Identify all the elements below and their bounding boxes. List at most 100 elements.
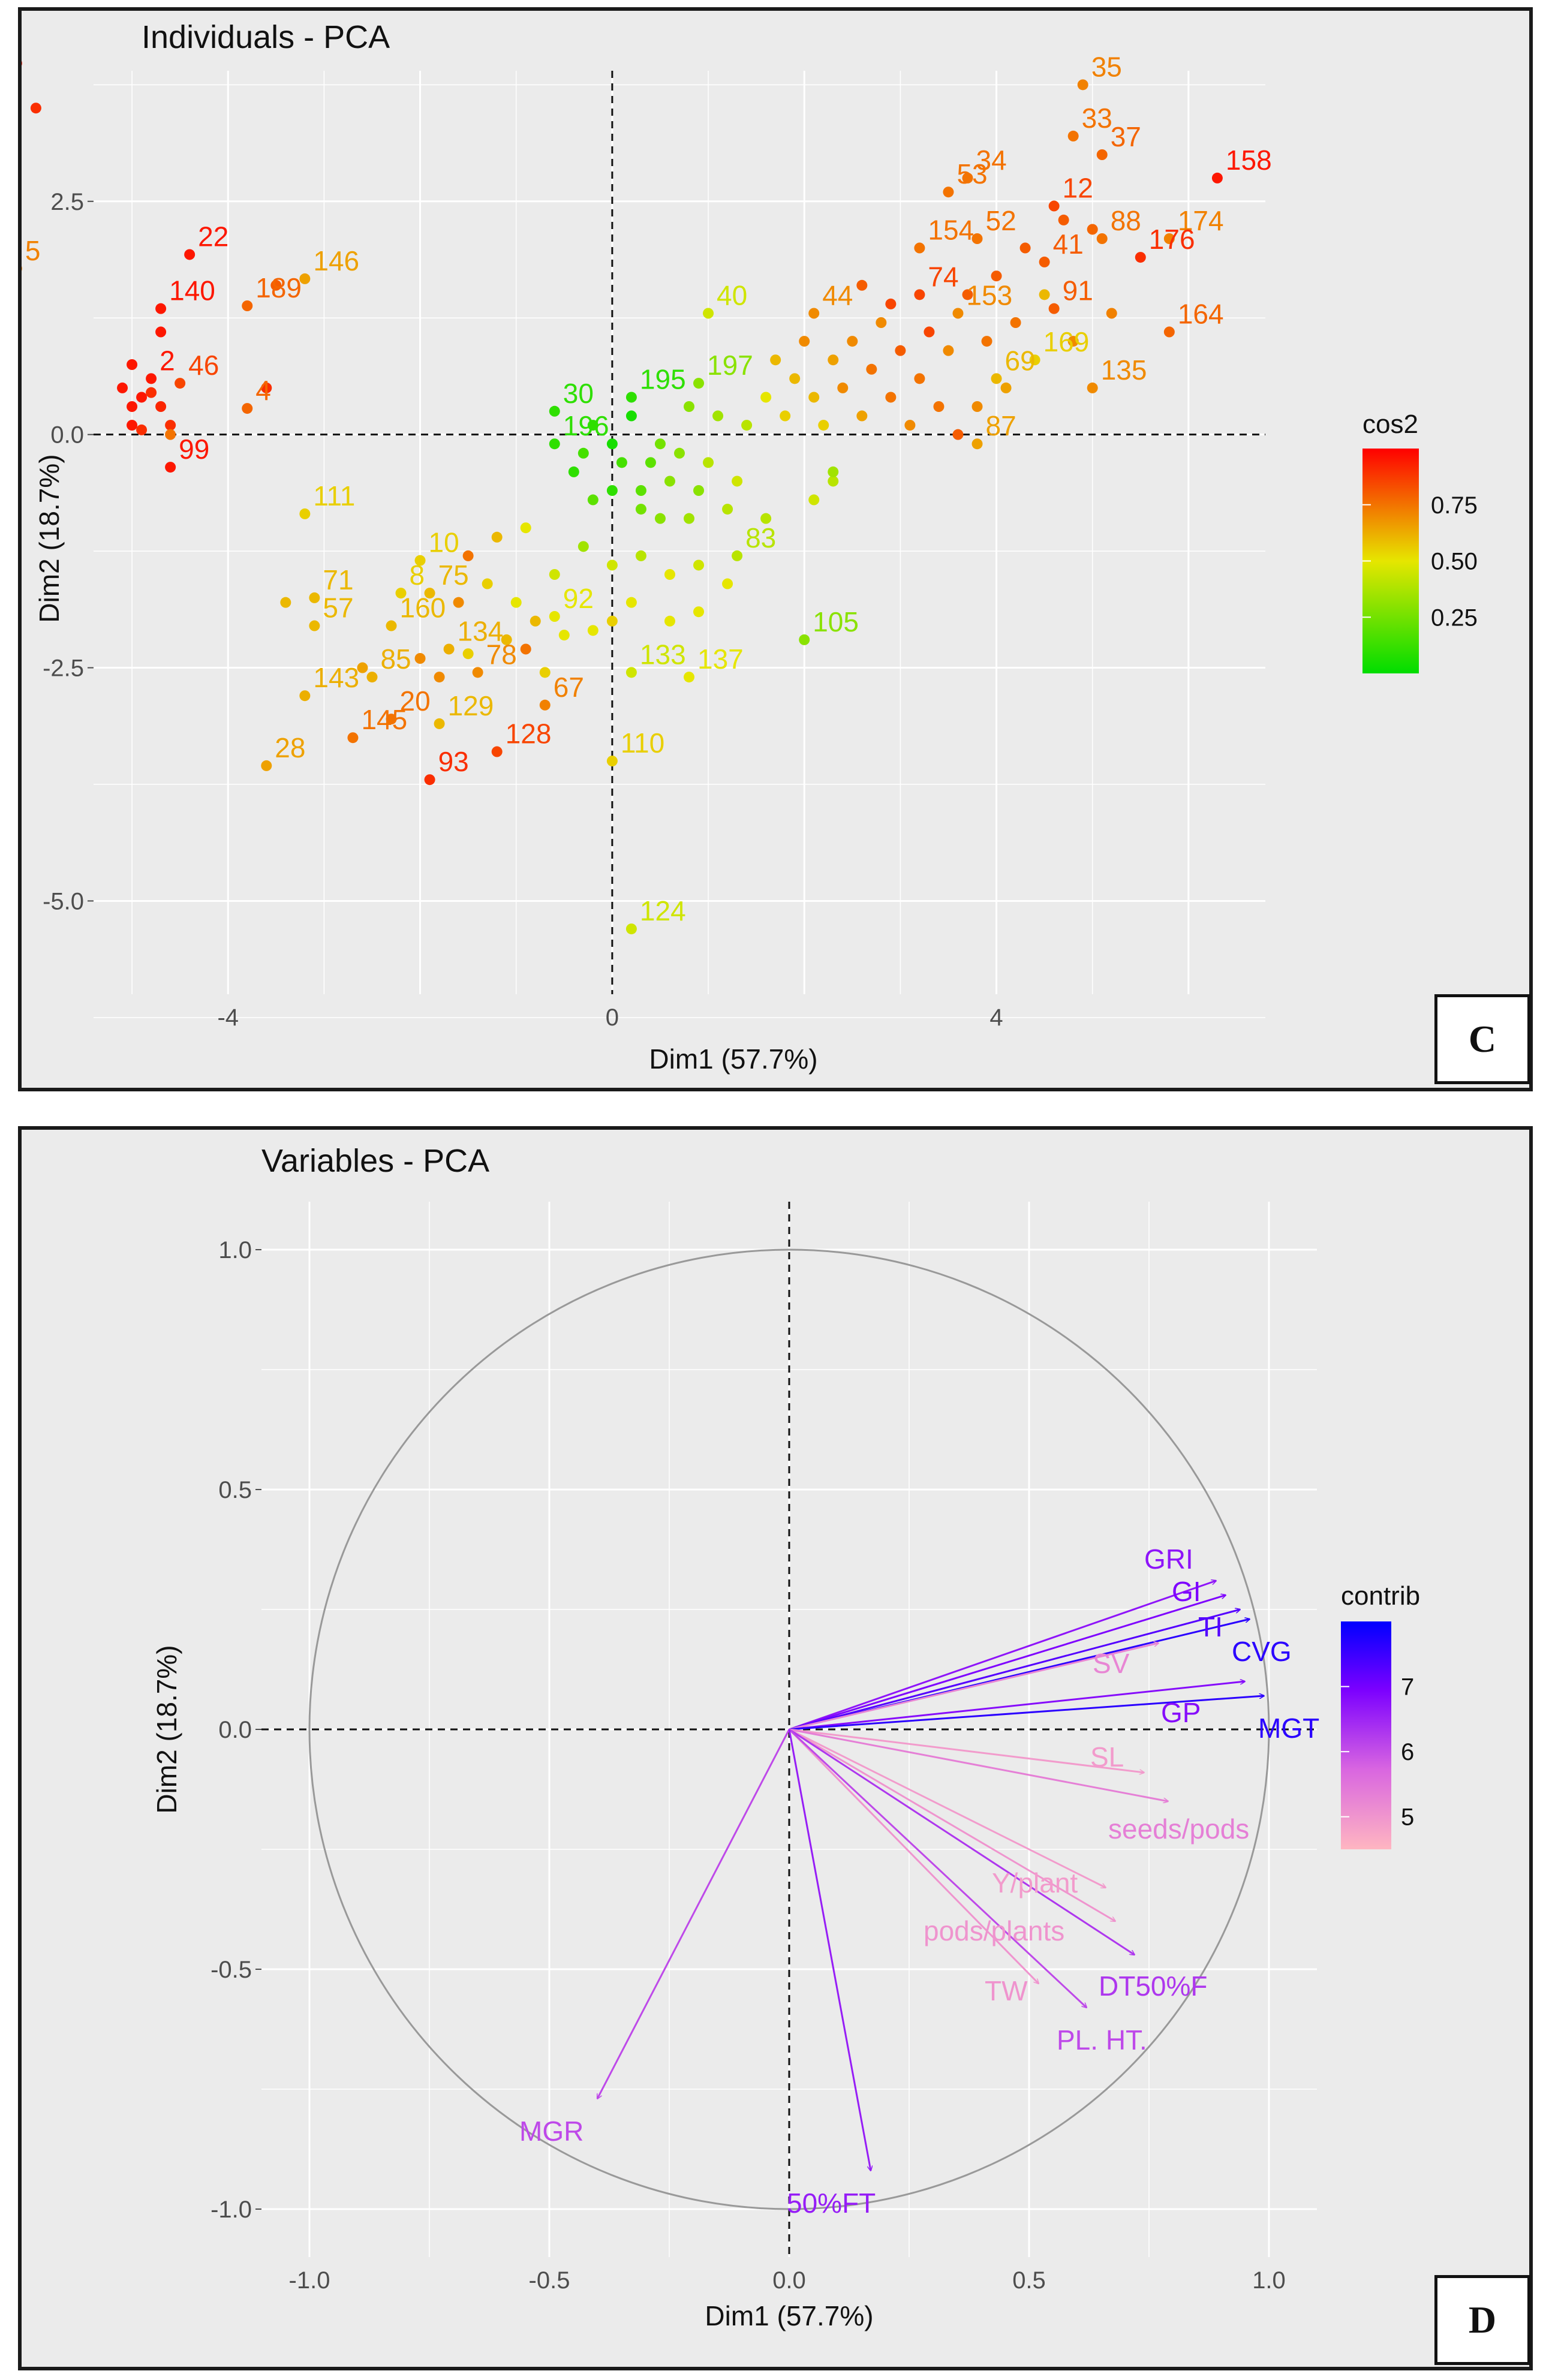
data-point — [971, 401, 983, 412]
data-point — [664, 569, 675, 580]
point-label: 197 — [707, 350, 753, 381]
point-label: 93 — [438, 746, 469, 777]
data-point — [155, 401, 167, 412]
variable-label: TW — [985, 1975, 1028, 2006]
data-point — [270, 279, 282, 291]
point-label: 71 — [323, 564, 353, 595]
x-tick-label: 0.0 — [772, 2267, 806, 2294]
point-label: 176 — [1149, 224, 1195, 255]
data-point — [760, 392, 772, 403]
data-point — [981, 336, 992, 347]
data-point — [684, 513, 695, 524]
data-point — [625, 410, 637, 422]
data-point — [914, 289, 925, 300]
data-point — [165, 429, 176, 440]
legend-tick-label: 5 — [1401, 1804, 1414, 1831]
data-point — [242, 300, 253, 311]
variable-arrow — [788, 1728, 1039, 1984]
point-label: 75 — [438, 559, 469, 591]
data-point — [606, 756, 618, 767]
point-label: 143 — [313, 662, 359, 693]
point-label: 33 — [1082, 103, 1112, 134]
variable-arrow — [789, 1581, 1216, 1731]
data-point — [175, 378, 186, 389]
data-point — [760, 513, 772, 524]
variable-arrow — [789, 1609, 1240, 1731]
data-point — [933, 401, 945, 412]
data-point — [732, 550, 743, 561]
data-point — [127, 401, 138, 412]
data-point — [1048, 200, 1060, 212]
point-label: 5 — [25, 235, 41, 266]
data-point — [587, 494, 598, 506]
point-label: 28 — [275, 732, 305, 763]
y-axis-label: Dim2 (18.7%) — [34, 454, 65, 622]
data-point — [895, 345, 906, 356]
data-point — [952, 308, 964, 319]
y-tick-label: -0.5 — [210, 1957, 252, 1983]
data-point — [1029, 354, 1040, 366]
data-point — [146, 387, 157, 398]
legend: contrib 5 6 7 — [1341, 1581, 1420, 1849]
point-label: 140 — [169, 275, 215, 306]
data-point — [1048, 303, 1060, 314]
point-label: 105 — [813, 606, 859, 637]
data-point — [654, 513, 666, 524]
data-point — [1106, 308, 1117, 319]
data-point — [741, 420, 753, 431]
point-label: 111 — [313, 480, 355, 511]
x-axis-label: Dim1 (57.7%) — [705, 2300, 873, 2331]
data-point — [299, 273, 311, 284]
point-label: 92 — [563, 583, 594, 614]
variable-label: SV — [1093, 1648, 1130, 1679]
point-label: 10 — [429, 527, 459, 558]
variable-arrow — [789, 1728, 1168, 1801]
y-tick-label: -2.5 — [43, 655, 84, 682]
point-label: 134 — [458, 615, 504, 646]
x-tick-label: 0.5 — [1012, 2267, 1046, 2294]
data-point — [165, 462, 176, 473]
data-point — [117, 382, 128, 393]
point-label: 8 — [410, 559, 425, 591]
data-point — [501, 634, 512, 645]
point-label: 158 — [1226, 145, 1272, 176]
data-point — [635, 504, 646, 515]
data-point — [952, 429, 964, 440]
data-point — [606, 485, 618, 496]
x-tick-label: -1.0 — [289, 2267, 330, 2294]
legend-title: contrib — [1341, 1581, 1420, 1611]
point-label: 35 — [1091, 51, 1122, 82]
data-point — [347, 732, 359, 744]
data-point — [991, 270, 1002, 282]
data-point — [472, 667, 483, 678]
data-point — [443, 643, 455, 655]
variable-label: MGR — [519, 2116, 583, 2147]
point-label: 124 — [640, 895, 686, 926]
y-axis-label: Dim2 (18.7%) — [151, 1645, 182, 1813]
legend-ticks: 0.25 0.50 0.75 — [1362, 492, 1478, 631]
point-label: 91 — [1063, 275, 1093, 306]
data-point — [549, 611, 560, 622]
y-tick-label: 0.0 — [218, 1717, 252, 1743]
point-label: 110 — [621, 727, 664, 759]
data-point — [856, 410, 868, 422]
data-point — [424, 588, 435, 599]
variable-label: GRI — [1144, 1543, 1193, 1575]
axis-ticks: -4 0 4 -5.0 -2.5 0.0 2.5 — [43, 189, 1003, 1031]
data-point — [462, 648, 474, 660]
data-point — [1058, 214, 1069, 225]
panel-letter-c: C — [1434, 994, 1530, 1084]
data-point — [684, 401, 695, 412]
data-point — [299, 508, 311, 519]
variable-arrow — [788, 1728, 1087, 2008]
data-point — [808, 308, 820, 319]
data-point — [414, 555, 426, 566]
y-tick-label: 1.0 — [218, 1237, 252, 1263]
data-point — [943, 345, 954, 356]
panel-letter-d: D — [1434, 2275, 1530, 2365]
data-point — [136, 392, 148, 403]
data-point — [625, 923, 637, 935]
data-point — [828, 354, 839, 366]
data-point — [1039, 256, 1050, 267]
data-point — [1163, 326, 1175, 338]
